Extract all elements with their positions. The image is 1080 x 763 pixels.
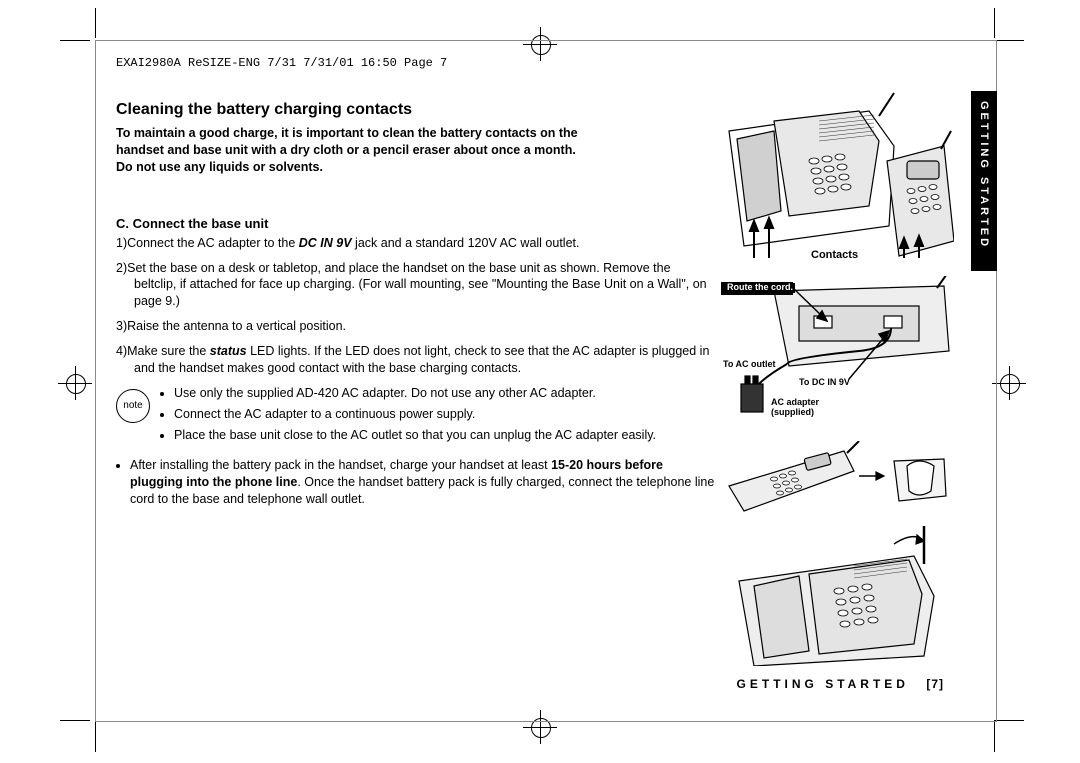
figure-wiring: Route the cord. To AC outlet To DC IN 9V… (719, 276, 954, 436)
figure-label-to-ac: To AC outlet (721, 360, 778, 370)
page-footer: GETTING STARTED [7] (737, 677, 944, 691)
note-item: Use only the supplied AD-420 AC adapter.… (174, 385, 656, 402)
step-2: 2)Set the base on a desk or tabletop, an… (116, 260, 716, 311)
figure-antenna (719, 526, 954, 666)
note-item: Place the base unit close to the AC outl… (174, 427, 656, 444)
section-tab: GETTING STARTED (971, 91, 997, 271)
note-icon: note (116, 389, 150, 423)
note-item: Connect the AC adapter to a continuous p… (174, 406, 656, 423)
figure-beltclip (719, 441, 954, 521)
note-block: note Use only the supplied AD-420 AC ada… (116, 385, 716, 448)
figure-label-contacts: Contacts (809, 249, 860, 261)
intro-paragraph: To maintain a good charge, it is importa… (116, 125, 716, 176)
page-frame: EXAI2980A ReSIZE-ENG 7/31 7/31/01 16:50 … (95, 40, 997, 722)
footer-section: GETTING STARTED (737, 677, 909, 691)
figure-label-to-dc: To DC IN 9V (797, 378, 852, 388)
figure-label-route: Route the cord. (725, 283, 795, 293)
step-1: 1)Connect the AC adapter to the DC IN 9V… (116, 235, 716, 252)
after-paragraph: After installing the battery pack in the… (116, 457, 716, 508)
body-text: Cleaning the battery charging contacts T… (116, 101, 716, 508)
subsection-heading: C. Connect the base unit (116, 216, 716, 231)
figure-contacts: Contacts (719, 91, 954, 261)
step-4: 4)Make sure the status LED lights. If th… (116, 343, 716, 377)
figure-label-adapter: AC adapter(supplied) (769, 398, 821, 418)
page-title: Cleaning the battery charging contacts (116, 101, 716, 119)
step-3: 3)Raise the antenna to a vertical positi… (116, 318, 716, 335)
steps-list: 1)Connect the AC adapter to the DC IN 9V… (116, 235, 716, 377)
imposition-header: EXAI2980A ReSIZE-ENG 7/31 7/31/01 16:50 … (116, 56, 447, 70)
footer-page-number: [7] (926, 677, 944, 691)
section-tab-label: GETTING STARTED (978, 101, 990, 249)
